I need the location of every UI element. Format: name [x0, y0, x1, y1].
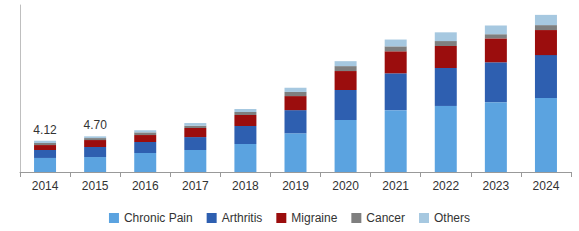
svg-text:Migraine: Migraine — [291, 211, 337, 225]
svg-text:Cancer: Cancer — [366, 211, 405, 225]
svg-text:2019: 2019 — [282, 179, 309, 193]
svg-text:2018: 2018 — [232, 179, 259, 193]
svg-text:2024: 2024 — [533, 179, 560, 193]
svg-text:2017: 2017 — [182, 179, 209, 193]
svg-text:2021: 2021 — [382, 179, 409, 193]
svg-text:2014: 2014 — [32, 179, 59, 193]
svg-text:2022: 2022 — [432, 179, 459, 193]
svg-text:Chronic Pain: Chronic Pain — [124, 211, 193, 225]
svg-text:2020: 2020 — [332, 179, 359, 193]
svg-text:Arthritis: Arthritis — [222, 211, 263, 225]
svg-text:2016: 2016 — [132, 179, 159, 193]
svg-text:2015: 2015 — [82, 179, 109, 193]
svg-text:2023: 2023 — [483, 179, 510, 193]
svg-text:4.12: 4.12 — [33, 123, 57, 137]
svg-text:Others: Others — [434, 211, 470, 225]
svg-text:4.70: 4.70 — [83, 118, 107, 132]
